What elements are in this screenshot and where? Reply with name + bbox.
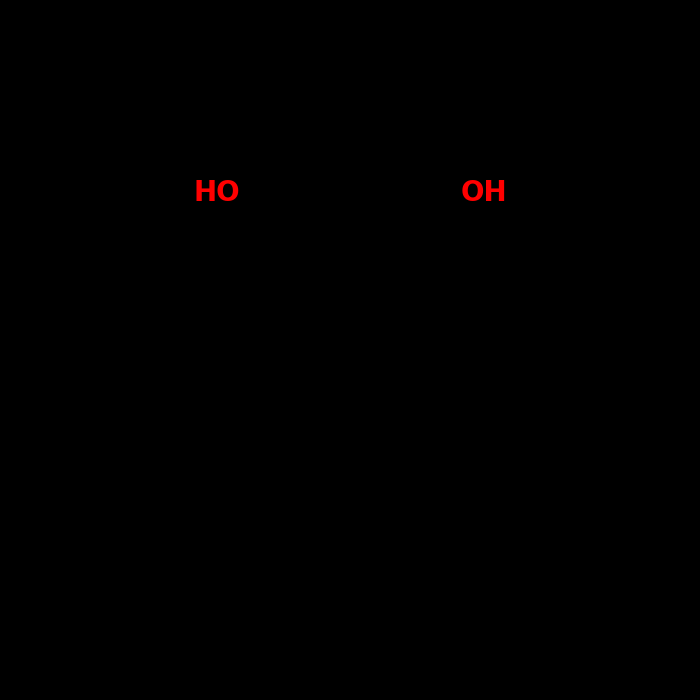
Text: OH: OH bbox=[460, 178, 507, 206]
Text: HO: HO bbox=[193, 178, 240, 206]
